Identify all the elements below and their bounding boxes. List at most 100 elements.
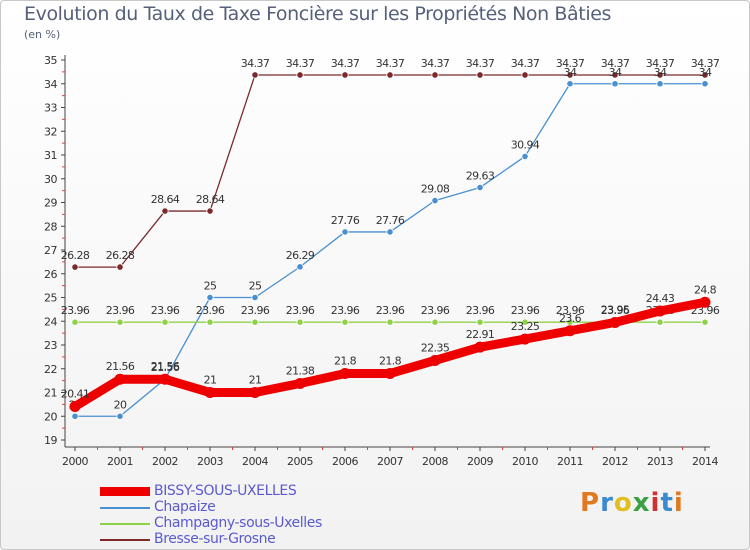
data-label: 29.08 [421,183,450,196]
y-tick-label: 29 [44,197,57,210]
data-point [611,80,619,88]
data-label: 21.56 [106,360,135,373]
data-label: 23.96 [241,304,270,317]
y-tick-label: 23 [44,339,57,352]
data-point [521,71,529,79]
data-label: 22.35 [421,341,450,354]
legend-label: BISSY-SOUS-UXELLES [154,483,297,499]
logo-letter: t [660,488,674,518]
data-label: 23.96 [376,304,405,317]
data-point [431,318,439,326]
data-label: 23.95 [601,303,630,316]
y-tick-label: 30 [44,173,57,186]
legend-label: Bresse-sur-Grosne [154,531,276,547]
data-label: 30.94 [511,138,540,151]
unit-label: (en %) [24,28,61,41]
data-label: 23.96 [466,304,495,317]
data-label: 26.28 [106,249,135,262]
data-label: 34.37 [646,57,675,70]
data-point [384,368,396,379]
data-point [474,341,486,353]
logo-letter: P [580,488,601,518]
data-label: 23.96 [196,304,225,317]
data-point [339,368,351,379]
data-point [701,71,709,79]
data-label: 23.96 [286,304,315,317]
data-label: 20 [114,398,127,411]
y-tick-label: 33 [44,102,57,115]
data-label: 23.96 [601,304,630,317]
data-label: 25 [249,280,262,293]
logo-letter: r [600,488,614,518]
data-label: 34.37 [601,57,630,70]
y-tick-label: 32 [44,125,57,138]
data-label: 34.37 [556,57,585,70]
data-label: 34.37 [511,57,540,70]
x-tick-label: 2014 [692,455,718,468]
x-tick-label: 2013 [647,455,673,468]
data-label: 23.96 [331,304,360,317]
data-point [296,263,304,271]
data-point [656,318,664,326]
data-point [204,387,216,398]
data-point [161,207,169,215]
x-tick-label: 2011 [557,455,583,468]
data-label: 22.91 [466,328,495,341]
data-label: 26.28 [61,249,90,262]
data-point [114,373,126,385]
data-label: 21 [249,374,262,387]
data-label: 23.25 [511,320,540,333]
y-tick-label: 31 [44,149,57,162]
data-label: 23.96 [61,304,90,317]
x-tick-label: 2002 [152,455,178,468]
data-point [476,318,484,326]
x-tick-label: 2005 [287,455,313,468]
x-tick-label: 2001 [107,455,133,468]
x-tick-label: 2004 [242,455,268,468]
y-tick-label: 26 [44,268,57,281]
data-point [611,71,619,79]
data-point [521,318,529,326]
x-tick-label: 2006 [332,455,358,468]
data-label: 34.37 [286,57,315,70]
data-label: 21.56 [151,361,180,374]
x-tick-label: 2012 [602,455,628,468]
data-label: 34.37 [691,57,720,70]
data-point [701,318,709,326]
data-point [296,71,304,79]
series-line [74,74,706,268]
x-tick-label: 2007 [377,455,403,468]
data-label: 28.64 [196,193,225,206]
data-point [699,296,711,308]
proxiti-logo: Proxiti [580,488,684,518]
logo-letter: i [673,488,684,518]
legend-label: Champagny-sous-Uxelles [154,515,322,531]
data-point [71,412,79,420]
y-tick-label: 35 [44,54,57,67]
data-label: 23.96 [511,304,540,317]
legend-label: Chapaize [154,499,216,515]
data-point [701,80,709,88]
data-point [294,377,306,389]
data-point [519,333,531,345]
data-point [251,293,259,302]
data-point [341,318,349,326]
data-point [521,152,529,161]
legend-swatch [100,507,150,509]
data-point [386,318,394,326]
data-point [116,318,124,326]
data-label: 34 [564,66,577,79]
data-point [341,71,349,79]
data-label: 34.37 [331,57,360,70]
data-label: 23.96 [556,304,585,317]
data-point [476,71,484,79]
data-label: 20.41 [61,388,90,401]
data-point [249,387,261,398]
data-label: 21.38 [286,364,315,377]
y-tick-label: 20 [44,410,57,423]
data-label: 27.76 [331,214,360,227]
y-tick-label: 24 [44,315,57,328]
data-point [69,401,81,413]
data-label: 34.37 [421,57,450,70]
